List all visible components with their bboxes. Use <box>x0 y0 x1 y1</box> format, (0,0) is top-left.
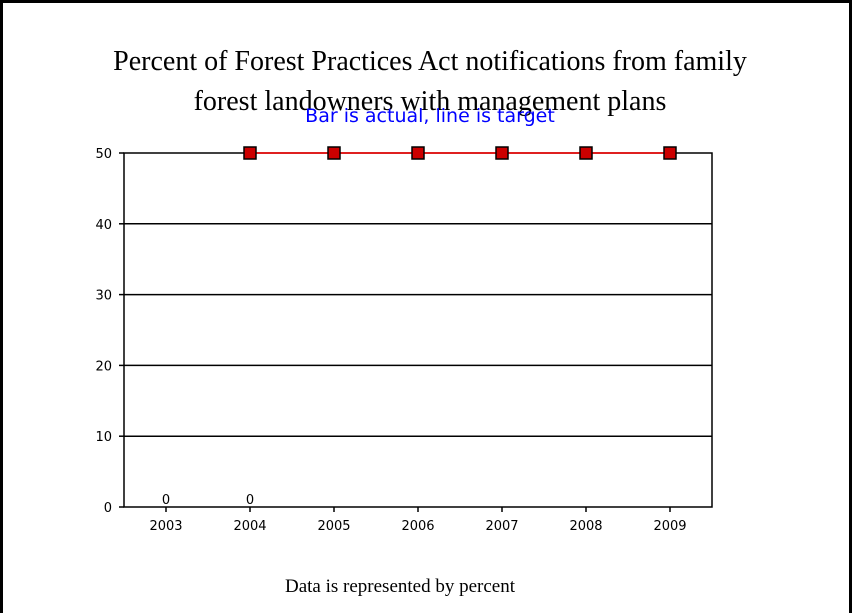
chart-footer-note: Data is represented by percent <box>284 576 515 597</box>
y-tick-label-0: 0 <box>104 501 112 516</box>
chart-title-line-2: forest landowners with management plans <box>193 86 667 117</box>
target-marker-2008 <box>579 146 593 160</box>
y-tick-label-10: 10 <box>95 430 112 445</box>
target-marker-2006 <box>411 146 425 160</box>
target-marker-2009 <box>663 146 677 160</box>
plot-border <box>123 152 713 508</box>
x-tick-label-2005: 2005 <box>317 519 350 534</box>
target-marker-2005 <box>327 146 341 160</box>
x-tick-label-2007: 2007 <box>485 519 518 534</box>
x-tick-label-2006: 2006 <box>401 519 434 534</box>
target-marker-2004 <box>243 146 257 160</box>
x-tick-label-2004: 2004 <box>233 519 266 534</box>
chart-title: Percent of Forest Practices Act notifica… <box>60 42 800 122</box>
x-tick-label-2003: 2003 <box>149 519 182 534</box>
bar-label-2004: 0 <box>246 493 254 508</box>
y-tick-label-30: 30 <box>95 289 112 304</box>
bar-label-2003: 0 <box>162 493 170 508</box>
chart-subtitle: Bar is actual, line is target <box>305 105 555 127</box>
target-marker-2007 <box>495 146 509 160</box>
x-tick-label-2009: 2009 <box>653 519 686 534</box>
y-tick-label-20: 20 <box>95 359 112 374</box>
y-tick-label-40: 40 <box>95 218 112 233</box>
x-tick-label-2008: 2008 <box>569 519 602 534</box>
chart-title-line-1: Percent of Forest Practices Act notifica… <box>113 46 747 77</box>
y-tick-label-50: 50 <box>95 147 112 162</box>
